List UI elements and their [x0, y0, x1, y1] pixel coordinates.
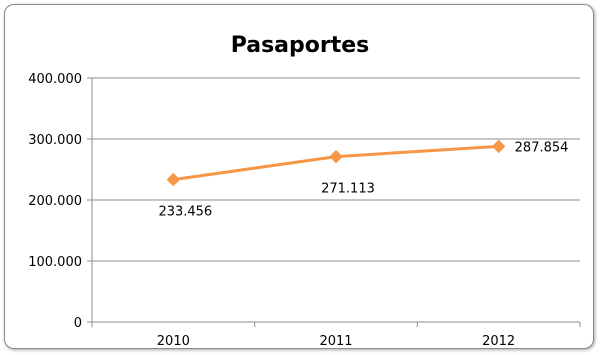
data-point-marker: [166, 172, 181, 187]
x-tick-label: 2011: [319, 334, 352, 349]
data-label: 233.456: [158, 205, 212, 220]
y-axis-tick-labels: 0 100.000 200.000 300.000 400.000: [28, 72, 82, 331]
data-point-marker: [329, 149, 343, 164]
data-point-marker: [491, 139, 506, 154]
series-group: [166, 139, 506, 187]
chart-title: Pasaportes: [231, 33, 370, 58]
x-tick-label: 2010: [157, 334, 190, 349]
y-tick-label: 400.000: [28, 72, 82, 87]
data-labels: 233.456 271.113 287.854: [158, 140, 568, 219]
gridlines: [92, 77, 580, 262]
data-label: 287.854: [515, 140, 569, 155]
chart-frame: [4, 4, 594, 349]
x-tick-label: 2012: [482, 334, 515, 349]
axes: [87, 77, 581, 327]
y-tick-label: 100.000: [28, 255, 82, 270]
y-tick-label: 200.000: [28, 194, 82, 209]
x-axis-tick-labels: 2010 2011 2012: [157, 334, 515, 349]
y-tick-label: 0: [74, 316, 82, 331]
data-label: 271.113: [321, 182, 375, 197]
y-tick-label: 300.000: [28, 133, 82, 148]
